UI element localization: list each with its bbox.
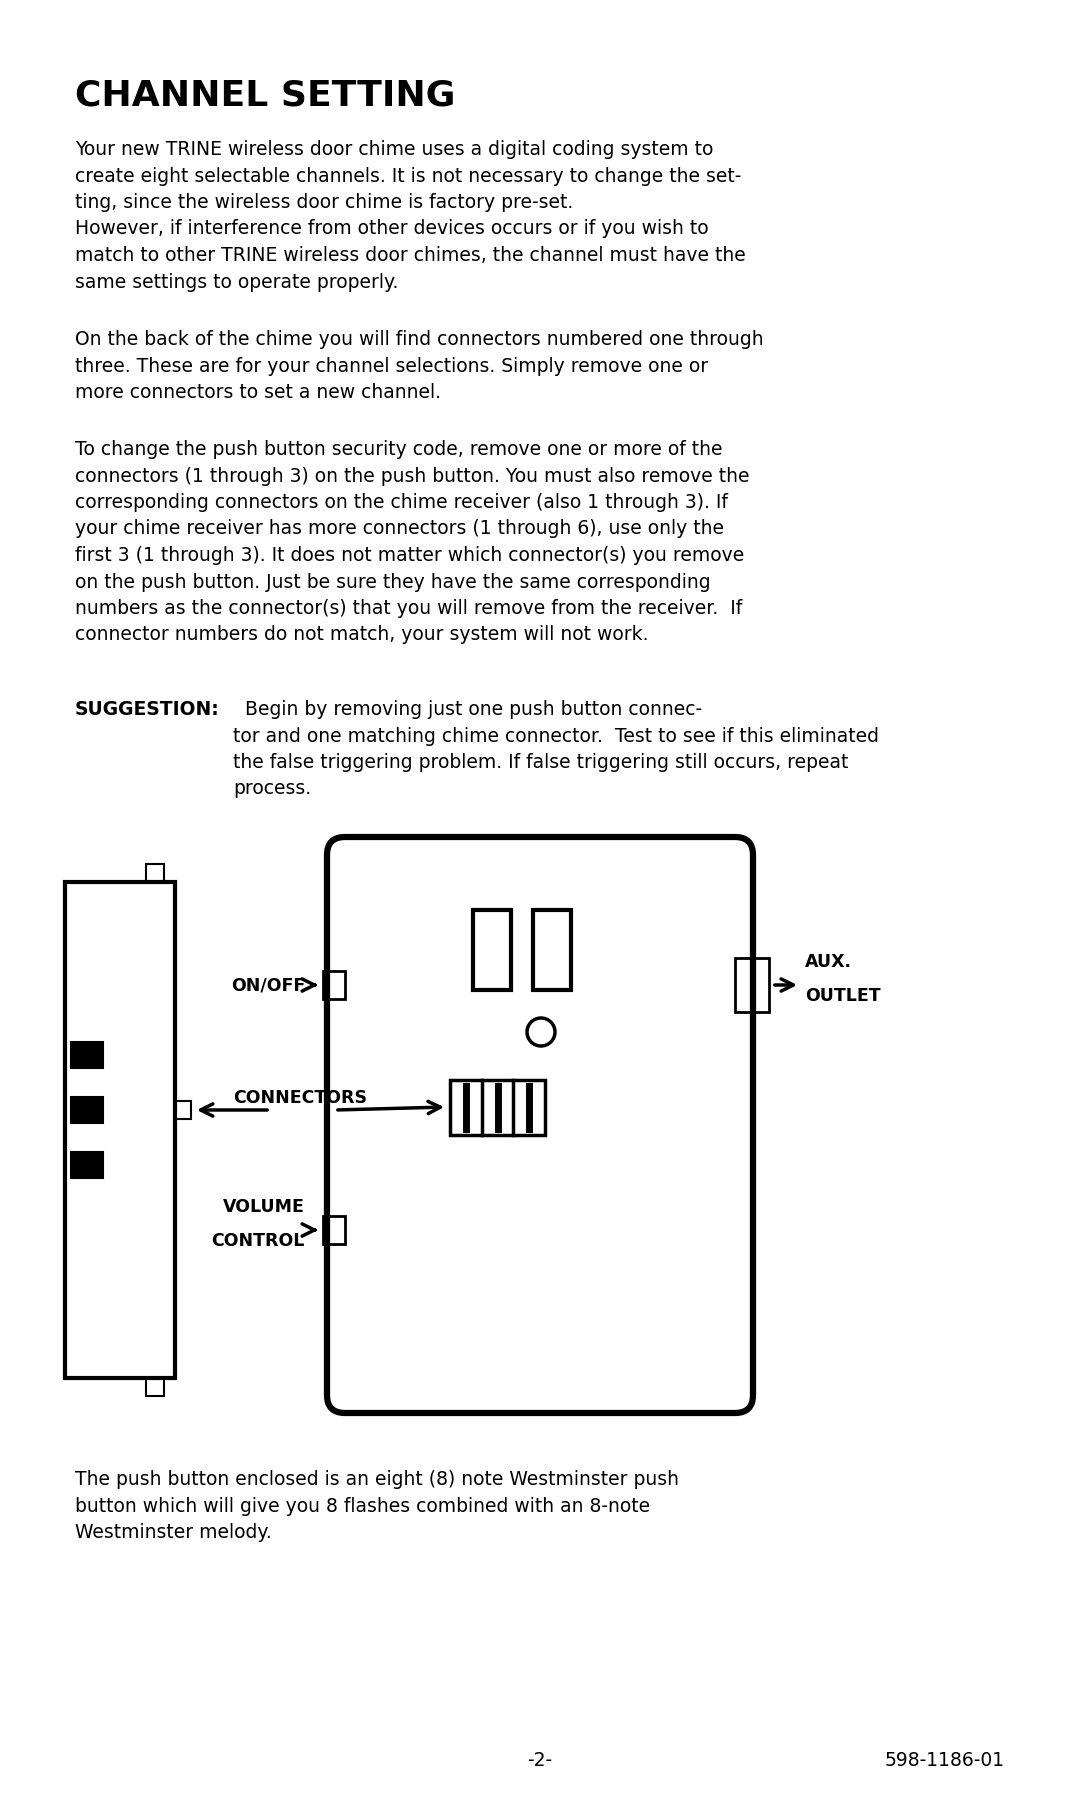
Polygon shape [71,1151,103,1179]
Text: VOLUME: VOLUME [224,1199,305,1217]
Text: ON/OFF: ON/OFF [231,975,305,993]
Text: -2-: -2- [527,1751,553,1769]
Text: 598-1186-01: 598-1186-01 [885,1751,1005,1769]
Text: AUX.: AUX. [805,953,852,972]
Text: CHANNEL SETTING: CHANNEL SETTING [75,78,456,113]
Text: CONTROL: CONTROL [212,1231,305,1249]
Text: CONNECTORS: CONNECTORS [233,1090,367,1108]
Text: The push button enclosed is an eight (8) note Westminster push
button which will: The push button enclosed is an eight (8)… [75,1469,679,1542]
Text: OUTLET: OUTLET [805,988,880,1004]
Text: Your new TRINE wireless door chime uses a digital coding system to
create eight : Your new TRINE wireless door chime uses … [75,140,746,292]
Text: To change the push button security code, remove one or more of the
connectors (1: To change the push button security code,… [75,439,750,645]
Text: SUGGESTION:: SUGGESTION: [75,699,219,719]
Text: On the back of the chime you will find connectors numbered one through
three. Th: On the back of the chime you will find c… [75,331,764,401]
Polygon shape [71,1097,103,1122]
Text: Begin by removing just one push button connec-
tor and one matching chime connec: Begin by removing just one push button c… [233,699,879,799]
Polygon shape [71,1042,103,1068]
